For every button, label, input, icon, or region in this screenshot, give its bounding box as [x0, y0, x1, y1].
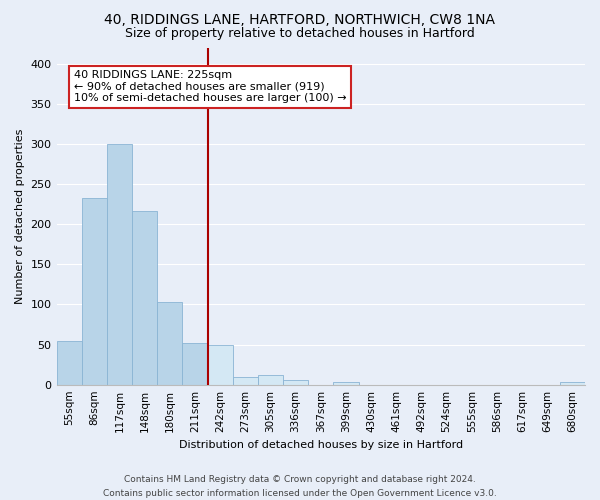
Bar — [334, 382, 359, 384]
Bar — [258, 375, 283, 384]
Text: Size of property relative to detached houses in Hartford: Size of property relative to detached ho… — [125, 28, 475, 40]
Bar — [182, 343, 208, 384]
Bar — [107, 144, 132, 384]
Text: 40 RIDDINGS LANE: 225sqm
← 90% of detached houses are smaller (919)
10% of semi-: 40 RIDDINGS LANE: 225sqm ← 90% of detach… — [74, 70, 346, 103]
Bar — [283, 380, 308, 384]
Text: Contains HM Land Registry data © Crown copyright and database right 2024.
Contai: Contains HM Land Registry data © Crown c… — [103, 476, 497, 498]
Bar — [82, 198, 107, 384]
Y-axis label: Number of detached properties: Number of detached properties — [15, 128, 25, 304]
Bar — [233, 376, 258, 384]
Bar — [208, 346, 233, 385]
Bar — [157, 302, 182, 384]
X-axis label: Distribution of detached houses by size in Hartford: Distribution of detached houses by size … — [179, 440, 463, 450]
Text: 40, RIDDINGS LANE, HARTFORD, NORTHWICH, CW8 1NA: 40, RIDDINGS LANE, HARTFORD, NORTHWICH, … — [104, 12, 496, 26]
Bar — [56, 342, 82, 384]
Bar — [132, 212, 157, 384]
Bar — [560, 382, 585, 384]
